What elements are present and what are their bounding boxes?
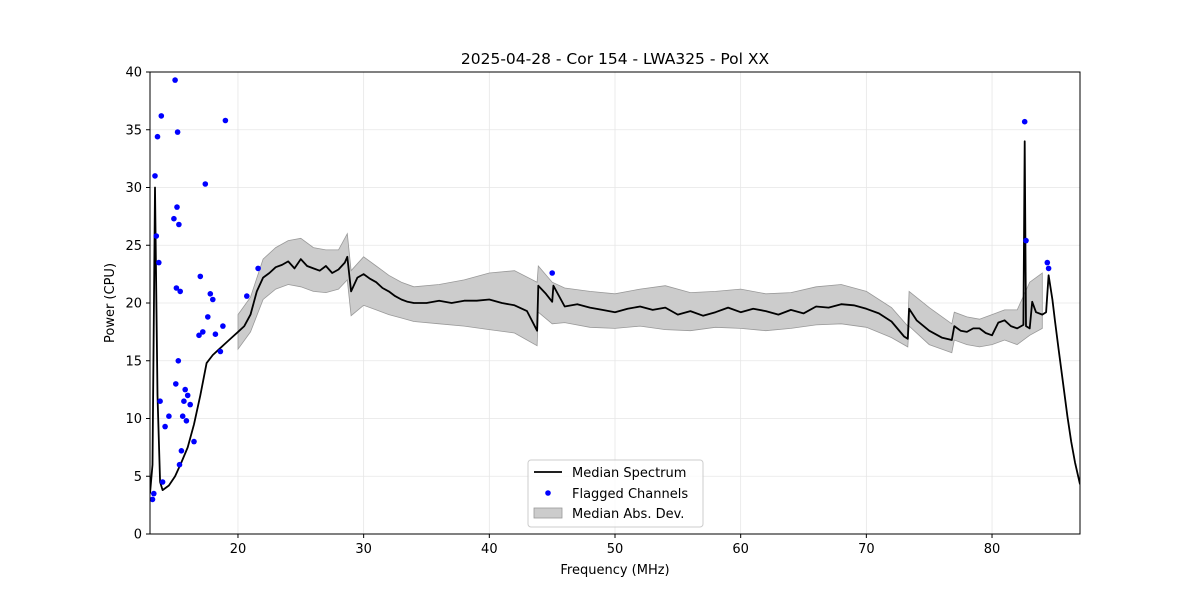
flagged-channel-point <box>154 133 161 140</box>
mad-band <box>237 232 1043 354</box>
flagged-channel-point <box>150 496 156 503</box>
flagged-channel-point <box>244 293 250 299</box>
flagged-channel-point <box>173 381 179 387</box>
legend-label-mad: Median Abs. Dev. <box>572 507 684 522</box>
flagged-channel-point <box>1021 118 1028 125</box>
flagged-channel-point <box>187 401 193 408</box>
y-tick-label: 5 <box>134 470 142 485</box>
legend-box <box>527 459 704 528</box>
flagged-channel-point <box>157 398 163 405</box>
flagged-channel-point <box>172 77 178 83</box>
x-tick-label: 80 <box>984 542 1001 557</box>
legend-label-median: Median Spectrum <box>572 466 686 481</box>
y-tick-label: 35 <box>125 123 142 138</box>
flagged-channel-point <box>176 461 183 468</box>
flagged-channel-point <box>178 448 185 454</box>
y-axis-label: Power (CPU) <box>103 263 118 343</box>
flagged-channel-point <box>549 270 555 276</box>
y-tick-label: 20 <box>125 297 142 312</box>
chart-title: 2025-04-28 - Cor 154 - LWA325 - Pol XX <box>461 50 770 68</box>
flagged-channel-point <box>191 438 197 445</box>
median-spectrum-line <box>150 140 1080 494</box>
x-tick-label: 40 <box>481 542 498 557</box>
flagged-channel-point <box>196 332 202 339</box>
flagged-channel-point <box>174 204 180 210</box>
legend-band-swatch <box>533 507 563 519</box>
flagged-channel-point <box>162 423 168 430</box>
legend-label-flagged: Flagged Channels <box>572 487 688 502</box>
flagged-channel-point <box>197 273 204 280</box>
flagged-channel-point <box>158 113 165 119</box>
flagged-channel-point <box>153 233 160 239</box>
flagged-channel-point <box>174 129 181 135</box>
flagged-channel-point <box>210 296 216 303</box>
y-tick-label: 15 <box>125 354 142 369</box>
x-tick-label: 20 <box>230 542 247 557</box>
flagged-channel-point <box>255 265 261 272</box>
y-tick-label: 30 <box>125 181 142 196</box>
flagged-channel-point <box>159 479 166 485</box>
plot-data-group <box>150 77 1080 503</box>
flagged-channel-point <box>1044 259 1051 266</box>
flagged-channel-point <box>220 323 226 329</box>
x-tick-label: 50 <box>607 542 624 557</box>
flagged-channel-point <box>183 418 190 424</box>
flagged-channel-point <box>212 331 219 338</box>
y-tick-label: 0 <box>134 528 142 543</box>
flagged-channel-point <box>200 329 206 335</box>
flagged-channel-point <box>151 490 157 497</box>
flagged-channel-point <box>1045 265 1052 272</box>
y-tick-label: 10 <box>125 412 142 427</box>
x-tick-label: 30 <box>355 542 372 557</box>
flagged-channel-point <box>156 259 162 266</box>
flagged-channel-point <box>207 291 214 297</box>
flagged-channel-point <box>179 413 186 420</box>
flagged-channel-point <box>166 413 172 420</box>
y-tick-label: 25 <box>125 239 142 254</box>
plot-area: 20 30 40 50 60 70 80 0 5 10 15 20 25 30 35 40 <box>125 66 1081 557</box>
flagged-channel-point <box>184 392 191 399</box>
flagged-channel-point <box>175 358 182 364</box>
flagged-channel-point <box>182 386 188 393</box>
flagged-channel-point <box>202 181 209 187</box>
flagged-channel-point <box>176 221 182 228</box>
x-tick-label: 70 <box>858 542 875 557</box>
legend-point-swatch <box>545 490 551 496</box>
flagged-channel-point <box>171 215 177 222</box>
legend: Median Spectrum Flagged Channels Median Ab… <box>527 459 704 528</box>
flagged-channel-point <box>152 173 158 179</box>
y-tick-label: 40 <box>125 66 142 81</box>
flagged-channel-point <box>217 348 224 355</box>
flagged-channel-point <box>181 398 187 405</box>
flagged-channel-point <box>1023 237 1029 244</box>
flagged-channel-point <box>205 314 211 320</box>
flagged-channel-point <box>177 288 183 295</box>
x-axis-label: Frequency (MHz) <box>560 563 669 578</box>
flagged-channel-point <box>173 285 180 291</box>
flagged-channel-point <box>222 117 229 124</box>
x-tick-label: 60 <box>732 542 749 557</box>
